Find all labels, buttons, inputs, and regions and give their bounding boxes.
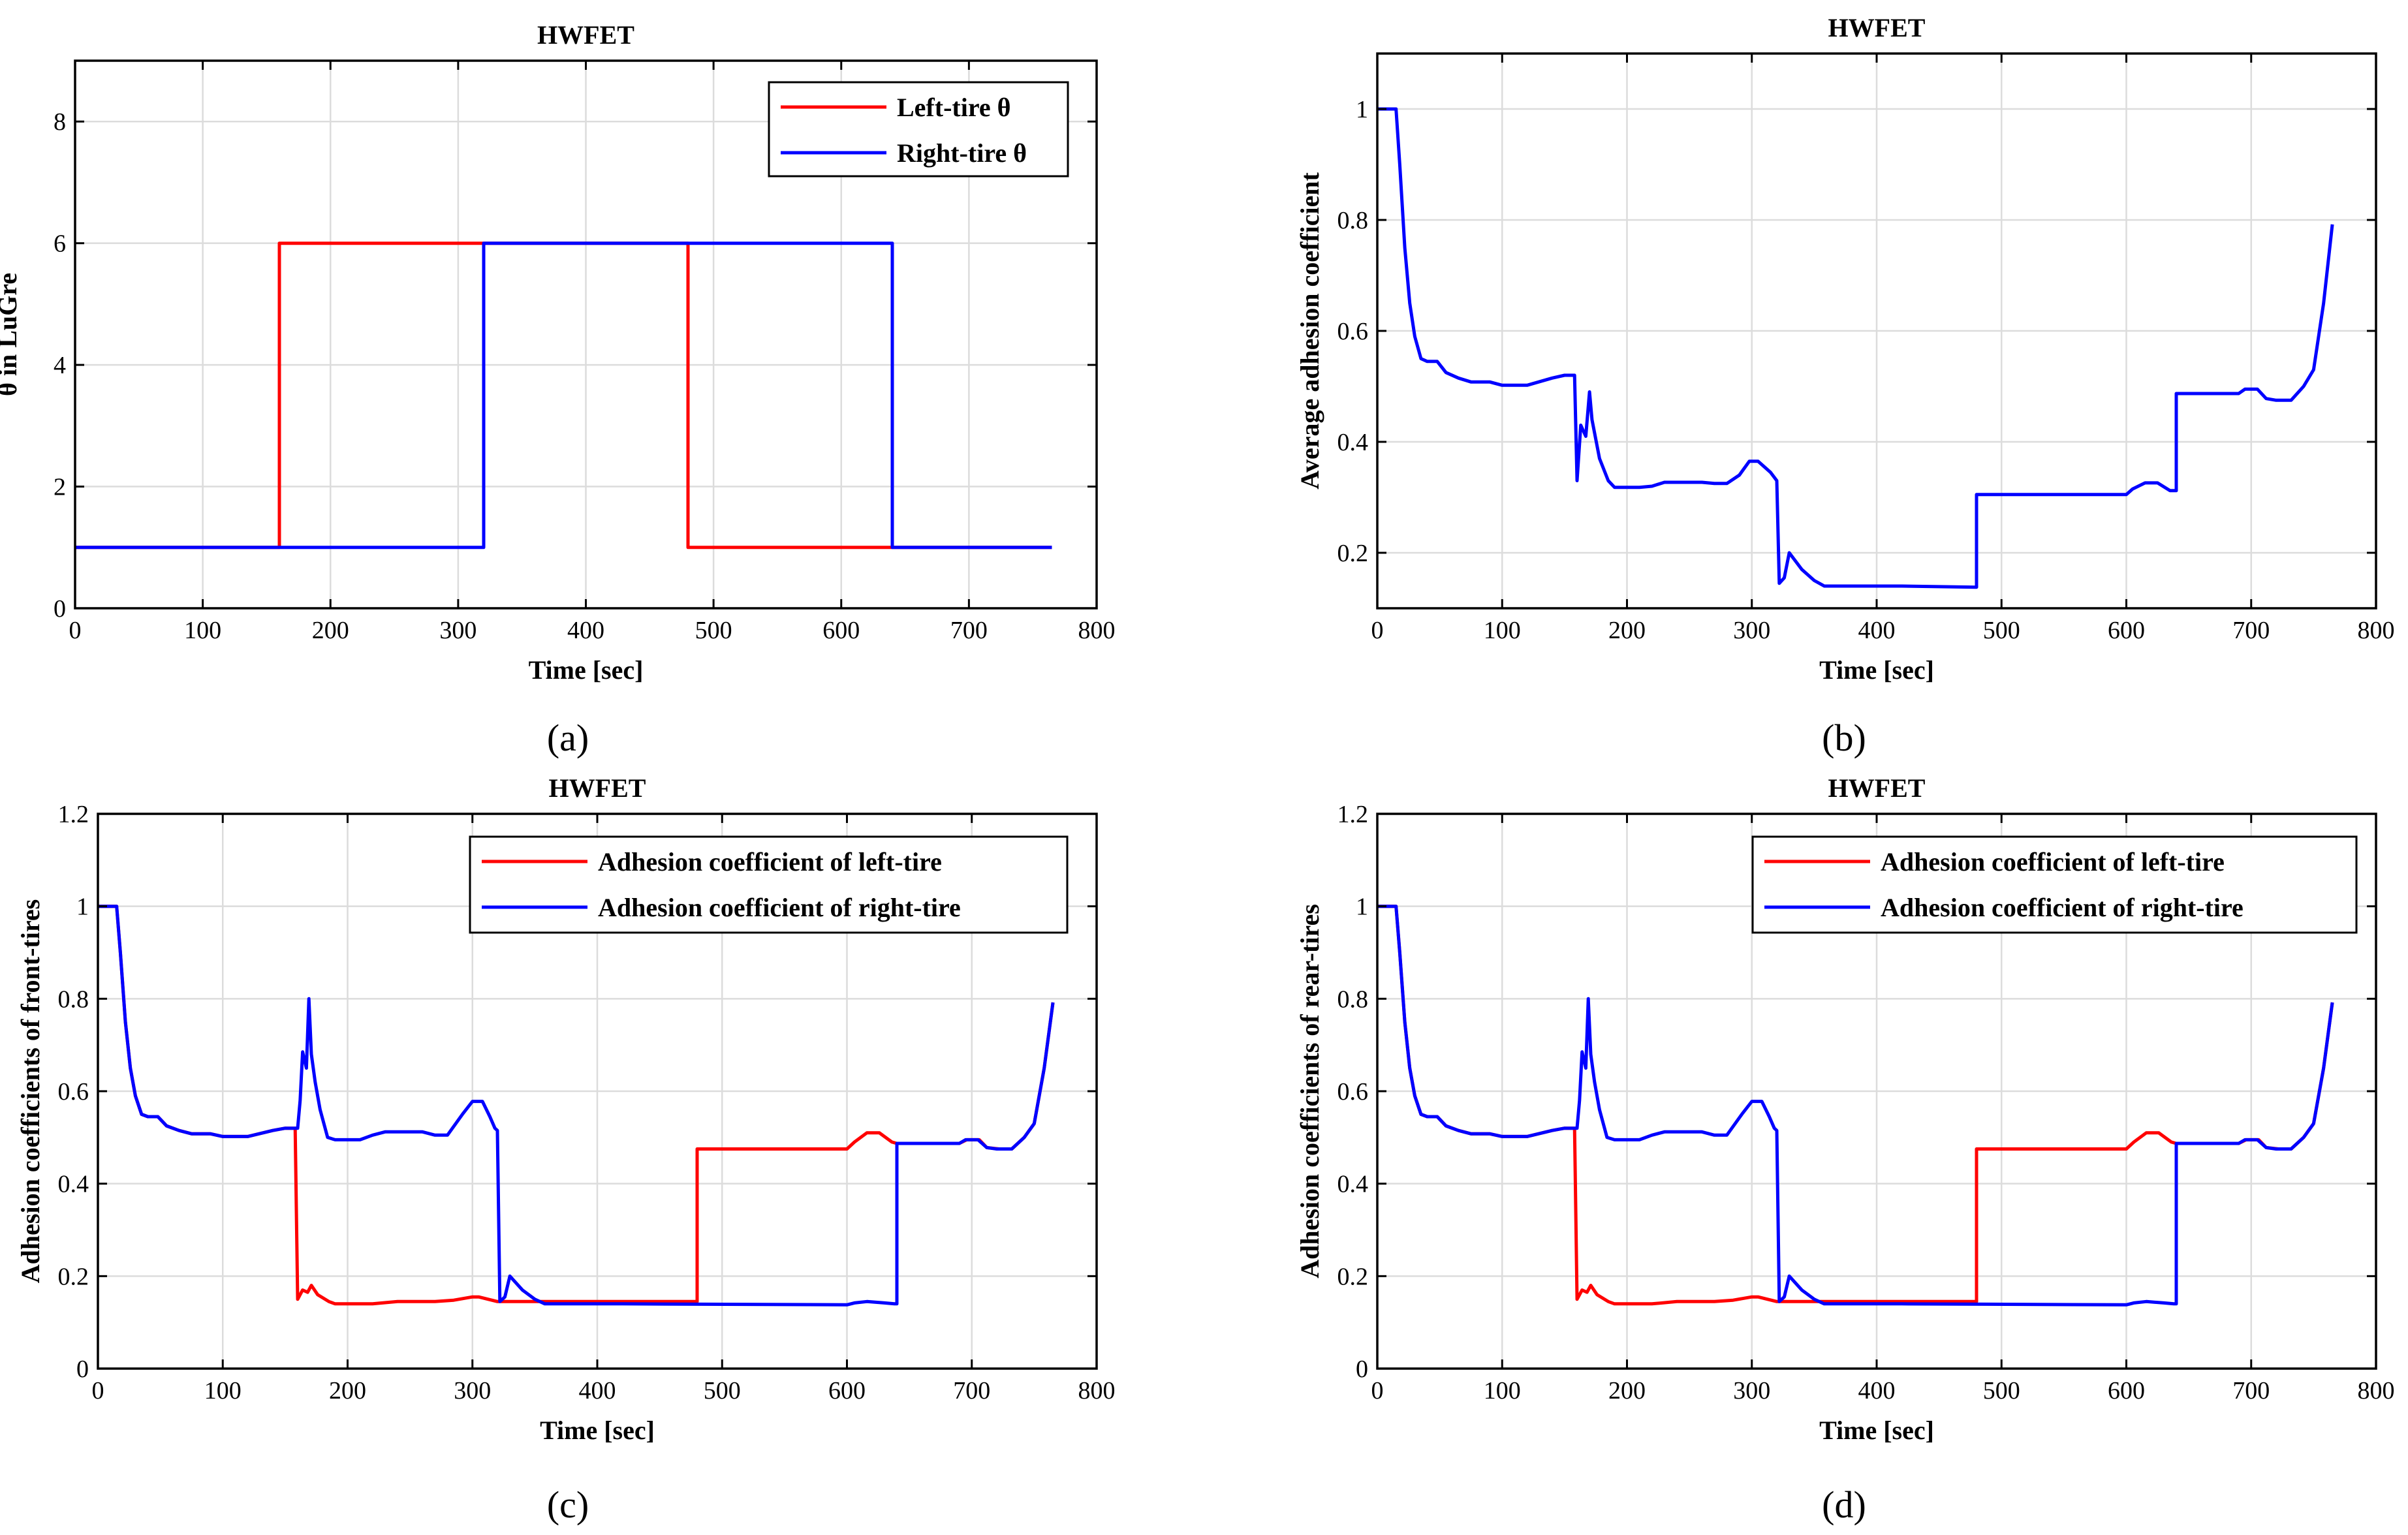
x-tick-label: 700: [953, 1377, 990, 1404]
legend: Adhesion coefficient of left-tire Adhesio…: [1751, 835, 2358, 934]
y-tick-label: 0.4: [1337, 1171, 1369, 1198]
x-tick-label: 500: [1983, 1377, 2020, 1404]
chart-c: 0 100 200 300 400 500 600 700 800 0 0.2 0.4 0.6 0.8 1 1…: [16, 773, 1116, 1445]
y-tick-label: 0.6: [1337, 1078, 1369, 1106]
gridlines: [1377, 814, 2376, 1369]
legend-label-left: Adhesion coefficient of left-tire: [1881, 847, 2225, 876]
y-tick-label: 4: [54, 352, 66, 379]
y-tick-label: 1: [1356, 893, 1368, 921]
y-tick-label: 0.2: [58, 1263, 89, 1290]
x-tick-label: 0: [1371, 617, 1384, 644]
chart-b: 0 100 200 300 400 500 600 700 800 0.2 0.4 0.6 0.8 1 HW…: [1295, 13, 2395, 685]
legend: Left-tire θ Right-tire θ: [768, 81, 1069, 178]
x-tick-label: 700: [950, 617, 988, 644]
x-axis-label: Time [sec]: [1819, 655, 1934, 685]
y-tick-label: 1: [1356, 96, 1368, 123]
x-tick-label: 0: [69, 617, 82, 644]
legend-label-right: Adhesion coefficient of right-tire: [1881, 893, 2244, 922]
chart-d: 0 100 200 300 400 500 600 700 800 0 0.2 0.4 0.6 0.8 1 1…: [1295, 773, 2395, 1445]
panel-label-d: (d): [1822, 1483, 1866, 1526]
x-tick-label: 0: [92, 1377, 104, 1404]
chart-title: HWFET: [537, 20, 634, 50]
x-tick-label: 100: [204, 1377, 242, 1404]
x-tick-label: 600: [828, 1377, 866, 1404]
y-axis-label: Adhesion coefficients of front-tires: [16, 899, 45, 1283]
x-tick-label: 300: [1733, 1377, 1770, 1404]
x-tick-label: 700: [2232, 1377, 2270, 1404]
y-tick-label: 1.2: [58, 801, 89, 828]
x-tick-label: 800: [2358, 617, 2395, 644]
y-tick-label: 8: [54, 108, 66, 136]
legend: Adhesion coefficient of left-tire Adhesio…: [469, 835, 1069, 934]
panel-label-c: (c): [547, 1483, 589, 1526]
x-tick-label: 100: [1484, 617, 1521, 644]
y-tick-label: 0.6: [1337, 318, 1369, 345]
y-tick-label: 0: [1356, 1356, 1368, 1383]
y-axis-label: Adhesion coefficients of rear-tires: [1295, 904, 1324, 1279]
chart-a: 0 100 200 300 400 500 600 700 800 0 2 4 6 8 HWFET Time …: [0, 20, 1116, 685]
y-tick-label: 0: [54, 595, 66, 623]
chart-title: HWFET: [549, 773, 646, 803]
x-tick-label: 300: [439, 617, 477, 644]
chart-title: HWFET: [1828, 13, 1926, 42]
y-tick-label: 0.8: [1337, 207, 1369, 234]
x-tick-label: 100: [184, 617, 221, 644]
y-axis-label: θ in LuGre: [0, 273, 22, 396]
x-tick-label: 400: [1858, 1377, 1896, 1404]
y-tick-label: 0.6: [58, 1078, 89, 1106]
x-tick-label: 800: [1078, 617, 1116, 644]
x-tick-label: 200: [1608, 617, 1646, 644]
legend-label-left: Adhesion coefficient of left-tire: [598, 847, 942, 876]
x-tick-label: 500: [1983, 617, 2020, 644]
x-tick-label: 200: [1608, 1377, 1646, 1404]
y-tick-label: 1: [76, 893, 89, 921]
x-axis-label: Time [sec]: [529, 655, 644, 685]
x-tick-label: 600: [822, 617, 860, 644]
legend-box: [1751, 835, 2358, 934]
x-axis-label: Time [sec]: [1819, 1416, 1934, 1445]
series-line-right: [98, 905, 1055, 1307]
y-tick-label: 0.4: [58, 1171, 89, 1198]
y-tick-label: 0.8: [1337, 985, 1369, 1013]
chart-title: HWFET: [1828, 773, 1926, 803]
legend-box: [768, 81, 1069, 178]
x-tick-label: 300: [1733, 617, 1770, 644]
y-tick-label: 6: [54, 230, 66, 258]
x-tick-label: 600: [2108, 1377, 2145, 1404]
x-tick-label: 200: [312, 617, 349, 644]
legend-label-left: Left-tire θ: [897, 93, 1011, 122]
y-tick-label: 1.2: [1337, 801, 1369, 828]
x-tick-label: 0: [1371, 1377, 1384, 1404]
x-tick-label: 400: [567, 617, 604, 644]
legend-box: [469, 835, 1069, 934]
x-tick-label: 600: [2108, 617, 2145, 644]
y-tick-label: 0.2: [1337, 540, 1369, 567]
y-tick-label: 2: [54, 474, 66, 501]
x-tick-label: 100: [1484, 1377, 1521, 1404]
legend-label-right: Right-tire θ: [897, 138, 1027, 168]
panel-label-a: (a): [547, 717, 589, 759]
legend-label-right: Adhesion coefficient of right-tire: [598, 893, 961, 922]
x-tick-label: 800: [2358, 1377, 2395, 1404]
series-line-right: [1377, 905, 2334, 1307]
x-tick-label: 500: [695, 617, 732, 644]
y-axis-label: Average adhesion coefficient: [1295, 172, 1324, 489]
x-tick-label: 800: [1078, 1377, 1116, 1404]
x-tick-label: 700: [2232, 617, 2270, 644]
x-tick-label: 300: [454, 1377, 491, 1404]
x-tick-label: 500: [704, 1377, 741, 1404]
series-line-average: [1377, 107, 2334, 589]
panel-label-b: (b): [1822, 717, 1866, 759]
y-tick-label: 0.4: [1337, 429, 1369, 456]
x-tick-label: 200: [329, 1377, 366, 1404]
x-tick-label: 400: [579, 1377, 616, 1404]
y-tick-label: 0.2: [1337, 1263, 1369, 1290]
y-tick-label: 0.8: [58, 985, 89, 1013]
series-line-right: [75, 241, 1052, 550]
x-axis-label: Time [sec]: [540, 1416, 655, 1445]
y-tick-label: 0: [76, 1356, 89, 1383]
gridlines: [1377, 54, 2376, 608]
x-tick-label: 400: [1858, 617, 1896, 644]
